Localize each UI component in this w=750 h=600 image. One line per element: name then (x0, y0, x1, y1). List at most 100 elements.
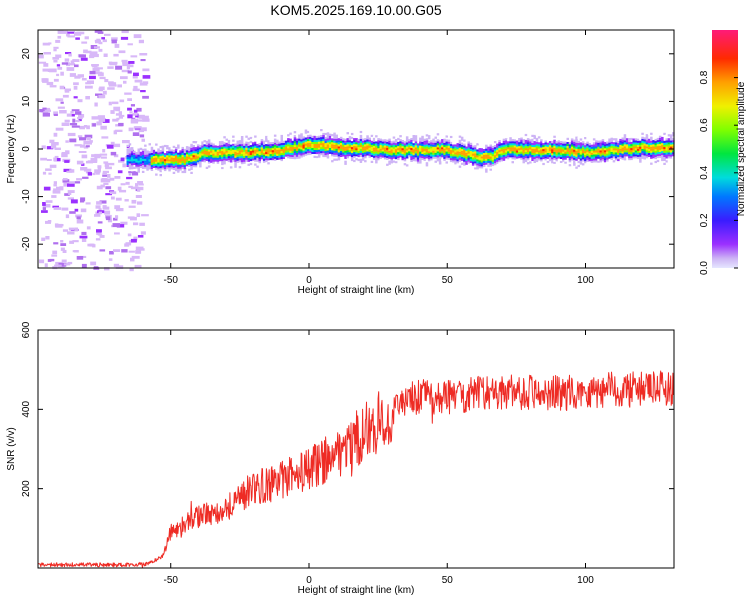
ridge-cell (273, 140, 277, 143)
noise-cell (98, 208, 102, 212)
ridge-cell (445, 161, 448, 164)
ridge-cell (267, 156, 270, 159)
ridge-cell (359, 152, 363, 155)
ridge-cell (223, 156, 226, 159)
ridge-cell (557, 146, 561, 149)
ridge-cell (537, 150, 541, 153)
noise-cell (57, 30, 64, 34)
noise-cell (61, 207, 69, 211)
ridge-cell (377, 140, 380, 143)
ridge-cell (135, 152, 138, 155)
ridge-cell (531, 144, 534, 147)
ridge-cell (529, 151, 532, 154)
ridge-cell (346, 150, 349, 153)
ridge-cell (317, 137, 321, 140)
ridge-cell (476, 157, 479, 160)
ridge-cell (436, 149, 440, 152)
ridge-cell (155, 159, 158, 162)
ridge-cell (210, 152, 213, 155)
ridge-cell (392, 152, 396, 155)
ridge-cell (546, 154, 550, 157)
ridge-cell (467, 157, 470, 160)
ridge-cell (287, 152, 290, 155)
ridge-cell (337, 140, 341, 143)
ridge-cell (601, 155, 605, 158)
ridge-cell (163, 164, 167, 168)
ridge-cell (223, 142, 226, 145)
ridge-cell (223, 148, 226, 151)
ridge-cell (218, 147, 222, 150)
ridge-cell (324, 144, 327, 148)
ridge-cell (331, 160, 334, 163)
noise-cell (74, 181, 81, 184)
ridge-cell (366, 139, 369, 142)
ridge-cell (522, 155, 525, 158)
ridge-cell (392, 138, 396, 141)
ridge-cell (425, 162, 429, 165)
noise-cell (101, 37, 105, 40)
ridge-cell (443, 150, 446, 153)
ridge-cell (221, 154, 224, 158)
ridge-cell (322, 136, 325, 140)
ridge-cell (190, 171, 193, 174)
ridge-cell (304, 133, 308, 136)
ridge-cell (469, 154, 473, 157)
ridge-cell (287, 138, 290, 141)
ridge-cell (183, 168, 187, 172)
noise-cell (79, 144, 85, 148)
ridge-cell (234, 159, 237, 162)
ridge-cell (427, 135, 431, 138)
ridge-cell (240, 140, 244, 143)
ridge-cell (645, 136, 649, 139)
ridge-cell (665, 156, 668, 159)
ridge-cell (658, 153, 662, 156)
ridge-cell (498, 158, 501, 161)
ridge-cell (542, 154, 545, 158)
ridge-cell (251, 152, 255, 155)
ridge-cell (322, 154, 325, 158)
ridge-cell (449, 157, 453, 161)
ridge-cell (663, 148, 666, 151)
ridge-cell (225, 166, 228, 169)
ridge-cell (168, 149, 171, 152)
ridge-cell (575, 142, 578, 145)
ridge-cell (544, 150, 547, 153)
noise-cell (142, 75, 151, 79)
noise-cell (62, 249, 67, 253)
ridge-cell (601, 141, 605, 144)
noise-cell (52, 190, 61, 194)
ridge-cell (269, 149, 272, 153)
noise-cell (119, 99, 125, 103)
noise-cell (41, 210, 48, 213)
ridge-cell (614, 148, 618, 151)
ridge-cell (553, 145, 556, 148)
ridge-cell (544, 144, 547, 147)
ridge-cell (520, 133, 523, 136)
ridge-cell (625, 156, 629, 159)
ridge-cell (379, 142, 382, 145)
noise-cell (98, 94, 106, 99)
ridge-cell (148, 153, 151, 156)
ridge-cell (346, 152, 349, 155)
ridge-cell (181, 154, 184, 158)
noise-cell (64, 193, 70, 196)
ridge-cell (194, 149, 198, 152)
ridge-cell (260, 143, 264, 146)
noise-cell (124, 199, 129, 202)
noise-cell (78, 54, 86, 58)
ridge-cell (390, 151, 393, 154)
ridge-cell (309, 130, 312, 133)
ridge-cell (181, 156, 184, 160)
ridge-cell (205, 166, 209, 169)
ridge-cell (544, 152, 547, 155)
ridge-cell (300, 151, 303, 154)
ridge-cell (342, 140, 345, 143)
ridge-cell (364, 160, 367, 163)
ridge-cell (243, 153, 246, 156)
ridge-cell (425, 134, 429, 137)
ridge-cell (179, 158, 182, 161)
ridge-cell (445, 135, 448, 138)
ridge-cell (414, 145, 418, 148)
noise-cell (97, 221, 103, 224)
noise-cell (110, 151, 117, 156)
